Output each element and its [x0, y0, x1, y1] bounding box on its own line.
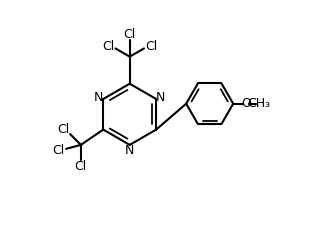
Text: Cl: Cl: [52, 144, 64, 157]
Text: Cl: Cl: [124, 28, 136, 41]
Text: N: N: [125, 144, 134, 157]
Text: Cl: Cl: [74, 160, 86, 173]
Text: O: O: [241, 97, 251, 110]
Text: Cl: Cl: [57, 123, 69, 136]
Text: CH₃: CH₃: [247, 97, 270, 110]
Text: Cl: Cl: [102, 40, 115, 53]
Text: N: N: [94, 91, 103, 104]
Text: N: N: [156, 91, 165, 104]
Text: Cl: Cl: [145, 40, 157, 53]
